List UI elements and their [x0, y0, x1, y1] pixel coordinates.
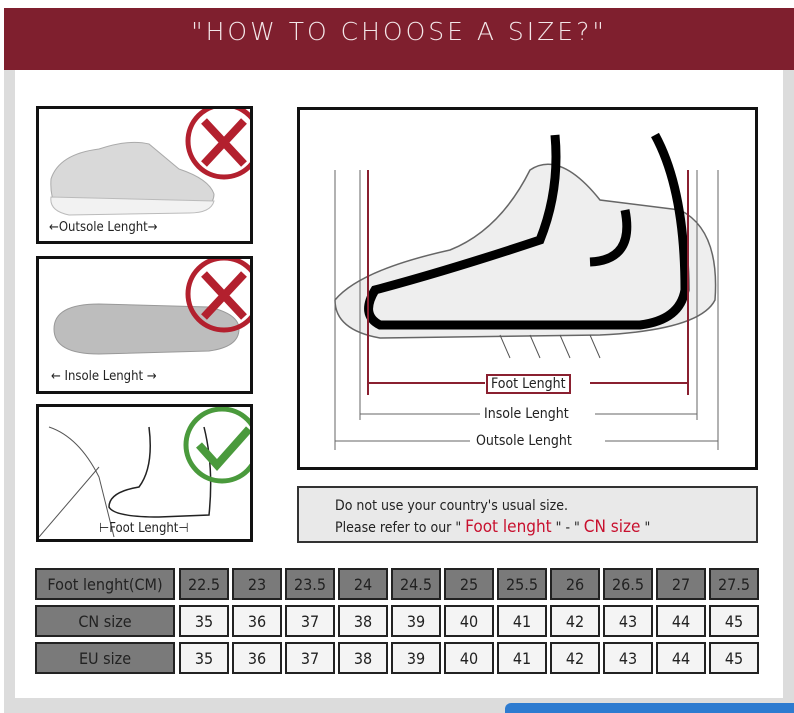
table-cell: 44: [656, 605, 706, 637]
foot-panel: ⊢Foot Lenght⊣: [36, 404, 253, 542]
table-cell: 26: [550, 568, 600, 600]
size-table: Foot lenght(CM) 22.5 23 23.5 24 24.5 25 25.5 26 2…: [35, 568, 762, 679]
x-circle-icon: [185, 259, 250, 333]
bottom-bar: [505, 703, 794, 713]
table-cell: 24: [338, 568, 388, 600]
table-cell: 39: [391, 642, 441, 674]
outsole-label: ←Outsole Lenght→: [49, 220, 158, 235]
note-line-1: Do not use your country's usual size.: [335, 498, 568, 514]
x-circle-icon: [185, 109, 250, 180]
table-cell: 42: [550, 605, 600, 637]
table-cell: 38: [338, 605, 388, 637]
insole-panel: ← Insole Lenght →: [36, 256, 253, 394]
table-cell: 41: [497, 642, 547, 674]
table-cell: 26.5: [603, 568, 653, 600]
table-cell: 41: [497, 605, 547, 637]
table-cell: 37: [285, 642, 335, 674]
table-cell: 27: [656, 568, 706, 600]
table-cell: 23: [232, 568, 282, 600]
table-row-foot: Foot lenght(CM) 22.5 23 23.5 24 24.5 25 25.5 26 2…: [35, 568, 762, 600]
table-cell: 45: [709, 605, 759, 637]
table-cell: 37: [285, 605, 335, 637]
table-cell: 25.5: [497, 568, 547, 600]
table-cell: 43: [603, 642, 653, 674]
foot-label: ⊢Foot Lenght⊣: [99, 521, 189, 536]
table-cell: 44: [656, 642, 706, 674]
measurement-diagram: Foot Lenght Insole Lenght Outsole Lenght: [297, 107, 758, 470]
table-cell: 23.5: [285, 568, 335, 600]
row-header: Foot lenght(CM): [35, 568, 175, 600]
table-cell: 35: [179, 642, 229, 674]
table-cell: 25: [444, 568, 494, 600]
table-cell: 38: [338, 642, 388, 674]
table-cell: 45: [709, 642, 759, 674]
table-cell: 36: [232, 605, 282, 637]
row-header: EU size: [35, 642, 175, 674]
insole-label: ← Insole Lenght →: [51, 369, 157, 384]
table-row-cn: CN size 35 36 37 38 39 40 41 42 43 44 45: [35, 605, 762, 637]
diagram-outsole-label: Outsole Lenght: [476, 433, 572, 449]
sneaker-image: [50, 141, 215, 216]
check-circle-icon: [183, 407, 250, 484]
table-cell: 42: [550, 642, 600, 674]
row-header: CN size: [35, 605, 175, 637]
table-cell: 43: [603, 605, 653, 637]
shoe-foot-illustration: [334, 132, 719, 450]
outsole-panel: ←Outsole Lenght→: [36, 106, 253, 244]
table-cell: 40: [444, 605, 494, 637]
size-note: Do not use your country's usual size. Pl…: [297, 486, 758, 543]
table-cell: 40: [444, 642, 494, 674]
diagram-insole-label: Insole Lenght: [484, 406, 569, 422]
table-row-eu: EU size 35 36 37 38 39 40 41 42 43 44 45: [35, 642, 762, 674]
table-cell: 24.5: [391, 568, 441, 600]
table-cell: 36: [232, 642, 282, 674]
table-cell: 22.5: [179, 568, 229, 600]
table-cell: 35: [179, 605, 229, 637]
table-cell: 39: [391, 605, 441, 637]
note-line-2: Please refer to our " Foot lenght " - " …: [335, 517, 651, 537]
diagram-foot-label: Foot Lenght: [486, 374, 571, 394]
table-cell: 27.5: [709, 568, 759, 600]
page-title: "HOW TO CHOOSE A SIZE?": [4, 8, 794, 70]
